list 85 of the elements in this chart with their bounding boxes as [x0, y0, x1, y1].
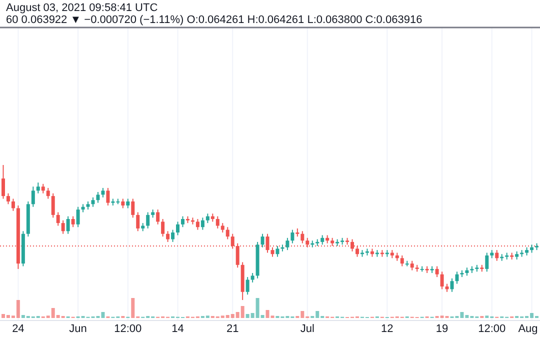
bar	[51, 308, 55, 318]
bar	[56, 315, 60, 318]
candlestick	[176, 221, 180, 236]
candlestick	[131, 198, 135, 218]
candlestick	[260, 233, 264, 248]
bar	[6, 315, 10, 318]
candlestick	[171, 229, 175, 242]
candlestick	[290, 229, 294, 244]
candlestick	[166, 230, 170, 242]
candlestick	[400, 254, 404, 267]
candlestick	[61, 220, 65, 234]
candlestick	[71, 216, 75, 228]
candlestick	[51, 192, 55, 218]
bar	[266, 310, 270, 318]
candlestick	[250, 272, 254, 283]
bar	[460, 312, 464, 318]
x-tick-label: 12	[381, 323, 394, 335]
bar	[530, 313, 534, 318]
candlestick	[216, 216, 220, 229]
candlestick	[300, 230, 304, 244]
chart-title: August 03, 2021 09:58:41 UTC	[6, 2, 158, 14]
x-tick-label: 19	[436, 323, 448, 335]
candlestick	[220, 222, 224, 233]
candlestick	[286, 237, 290, 251]
candlestick	[121, 198, 125, 209]
candlestick	[276, 246, 280, 258]
candlestick	[36, 182, 40, 194]
candlestick	[146, 212, 150, 229]
bar	[131, 298, 135, 318]
bar	[101, 312, 105, 318]
bar	[256, 298, 260, 318]
candlestick	[11, 198, 15, 212]
candlestick	[101, 187, 105, 198]
candlestick	[455, 271, 459, 284]
candlestick	[91, 196, 95, 208]
candlestick	[180, 216, 184, 228]
candlestick	[440, 271, 444, 290]
candlestick	[320, 234, 324, 246]
candlestick	[200, 217, 204, 230]
x-tick-label: 24	[12, 323, 24, 335]
candlestick	[56, 212, 60, 226]
bar	[240, 306, 244, 318]
candlestick	[410, 260, 414, 271]
candlestick	[270, 246, 274, 258]
candlestick	[76, 206, 80, 228]
x-tick-label: Jul	[300, 323, 314, 335]
x-tick-label: 21	[226, 323, 239, 335]
x-tick-label: 12:00	[478, 323, 506, 335]
candlestick	[46, 187, 50, 200]
candlestick	[156, 209, 160, 225]
x-tick-label: 12:00	[114, 323, 142, 335]
candlestick	[450, 278, 454, 292]
bar	[21, 315, 25, 318]
candlestick	[435, 266, 439, 278]
candlestick	[96, 192, 100, 204]
candlestick	[31, 186, 35, 208]
candlestick	[226, 226, 230, 240]
bar	[226, 315, 230, 318]
candlestick	[246, 276, 250, 296]
candlestick	[136, 212, 140, 232]
chart-subtitle: 60 0.063922 ▼ −0.000720 (−1.11%) O:0.064261 H:0.064261 L:0.063800 C:0.063916	[6, 14, 422, 26]
candlestick	[495, 250, 499, 262]
candlestick	[66, 216, 70, 234]
bar	[16, 300, 20, 318]
candlestick	[485, 252, 489, 272]
bar	[300, 311, 304, 318]
bar	[250, 313, 254, 318]
candlestick	[106, 187, 110, 206]
candlestick	[206, 213, 210, 224]
bar	[236, 312, 240, 318]
candlestick	[126, 198, 130, 209]
x-tick-label: Aug	[518, 323, 538, 335]
candlestick	[161, 218, 165, 238]
bar	[260, 315, 264, 318]
candlestick	[6, 192, 10, 205]
x-tick-label: 14	[172, 323, 184, 335]
x-tick-label: Jun	[69, 323, 87, 335]
bar	[316, 311, 320, 318]
bar	[1, 314, 5, 318]
candlestick	[41, 183, 45, 194]
candlestick	[1, 164, 5, 200]
bar	[246, 314, 250, 318]
bar	[230, 314, 234, 318]
bar	[465, 315, 469, 318]
candlestick	[196, 218, 200, 230]
